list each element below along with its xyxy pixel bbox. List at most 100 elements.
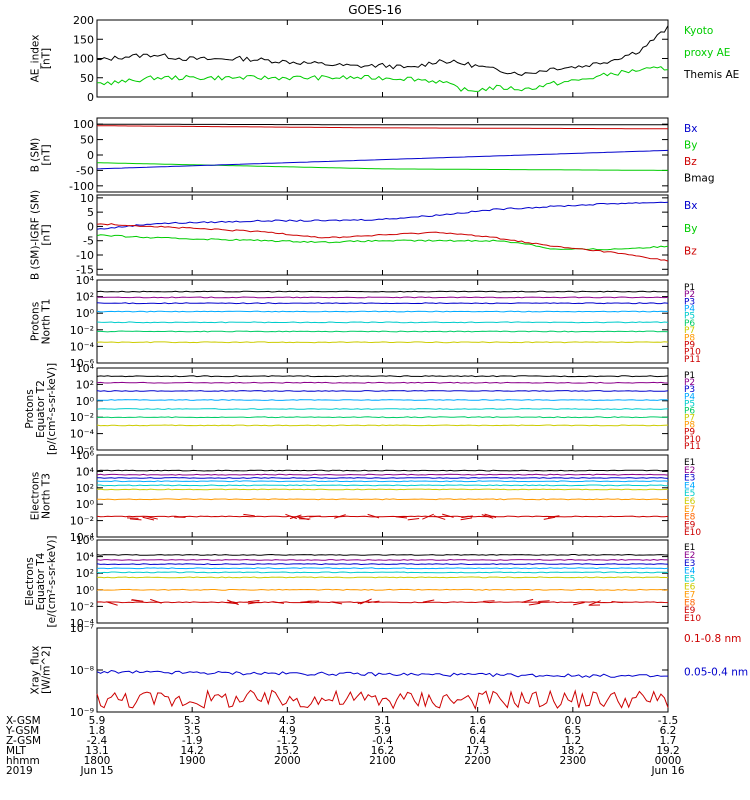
series-dash [289,514,302,520]
legend-entry: E10 [684,528,701,538]
series-dash [484,513,497,518]
legend-entry: E7 [684,505,695,515]
y-axis-label: B (SM)-IGRF (SM)[nT] [30,190,53,280]
series-line-p4 [96,399,669,401]
y-tick-label: 10⁻⁴ [70,340,95,353]
panel-p-equator: 10⁴ 10² 10⁰ 10⁻² 10⁻⁴ 10⁻⁶ ProtonsEquator T2[p… [24,362,701,457]
ephemeris-value: 6.2 [660,725,677,737]
legend-entry: Themis AE [683,69,739,81]
series-line-0-05-0-4-nm [96,669,668,678]
legend-entry: E3 [684,559,695,569]
panel-frame [96,19,669,98]
series-line-e5 [96,571,669,574]
series-dash [528,602,541,606]
series-dash [611,601,624,604]
y-tick-label: 10⁶ [76,534,95,547]
series-dash [589,600,601,606]
ephemeris-value: 2300 [559,755,586,767]
series-line-bz [97,125,668,130]
y-tick-label: 10⁻² [70,324,94,337]
series-dash [248,600,260,603]
ephemeris-value: Jun 15 [79,765,113,777]
legend-entry: P7 [684,414,695,424]
series-dash [521,598,534,603]
ephemeris-value: 3.1 [374,715,391,727]
series-dash [142,516,155,521]
series-dash [127,517,139,519]
y-axis-label-line: [nT] [41,144,53,165]
series-dash [300,600,312,603]
ephemeris-value: 17.3 [466,745,489,757]
series-line-e3 [96,563,669,566]
legend-entry: P1 [684,283,695,293]
legend-entry: P11 [684,355,701,365]
ephemeris-value: 0.0 [564,715,581,727]
ephemeris-value: -2.4 [87,735,108,747]
series-dash [481,514,494,519]
legend-entry: E9 [684,520,696,530]
panel-xray: 10⁻⁷ 10⁻⁸ 10⁻⁹ Xray_flux[W/m^2] 0.1-0.8 nm 0.… [30,622,749,719]
legend-entry: 0.05-0.4 nm [684,667,748,679]
series-line-e5 [97,484,669,487]
ephemeris-value: 0000 [655,755,682,767]
series-line-by [96,234,669,251]
series-dash [146,516,158,520]
ephemeris-row-label: hhmm [6,755,40,767]
series-dash [106,601,118,606]
legend-entry: E5 [684,489,695,499]
ephemeris-value: 6.4 [469,725,486,737]
y-axis-label-line: North T3 [41,473,53,519]
series-line-p6 [97,330,669,333]
y-axis-label-line: B (SM) [30,138,42,172]
y-axis-label-line: [W/m^2] [41,646,53,694]
y-tick-label: 10⁻⁷ [70,622,94,635]
series-line-e6 [96,488,669,491]
y-axis-label: ElectronsNorth T3 [30,472,53,521]
series-line-bx [96,201,669,230]
ephemeris-value: 18.2 [561,745,584,757]
legend-entry: By [684,223,697,235]
legend-entry: proxy AE [684,47,730,59]
series-dash [460,517,473,521]
legend-entry: P3 [684,385,695,395]
y-tick-label: 10⁴ [76,465,95,478]
legend-entry: P5 [684,312,695,322]
ephemeris-value: 1900 [179,755,206,767]
series-line-e1 [96,469,669,472]
legend-entry: E1 [684,458,695,468]
y-tick-label: 10⁻⁶ [70,357,95,370]
ephemeris-value: 0.4 [469,735,486,747]
series-dash [483,600,495,602]
legend-entry: P9 [684,428,695,438]
y-tick-label: 10⁴ [76,362,95,375]
legend-entry: E4 [684,481,696,491]
series-dash [538,600,550,603]
y-tick-label: 150 [73,33,94,46]
y-tick-label: 10 [80,192,94,205]
y-tick-label: -10 [76,249,94,262]
ephemeris-value: 1.6 [469,715,486,727]
legend-entry: E10 [684,614,701,624]
series-dash [433,515,446,520]
series-line-p2 [96,381,669,384]
series-line-by [96,162,668,171]
series-line-e6 [96,576,669,579]
series-line-p5 [96,321,669,324]
y-tick-label: 10⁰ [76,395,95,408]
legend-entry: P11 [684,442,701,452]
ephemeris-value: Jun 16 [650,765,684,777]
ephemeris-value: 6.5 [564,725,581,737]
y-axis-label-line: [nT] [41,224,53,245]
ephemeris-row-label: X-GSM [6,715,41,727]
series-dash [543,516,556,520]
ephemeris-table: X-GSM 5.9 5.3 4.3 3.1 1.6 0.0 -1.5 Y-GSM 1.8 3.5 4.… [5,715,685,777]
series-line-p1 [96,290,669,293]
series-line-bmag [97,123,668,126]
ephemeris-value: 16.2 [371,745,394,757]
panel-frame [96,539,669,624]
series-dash [227,599,239,606]
series-line-kyoto-proxy-ae [96,66,669,92]
series-dash [334,514,346,519]
series-line-e9 [96,601,669,604]
